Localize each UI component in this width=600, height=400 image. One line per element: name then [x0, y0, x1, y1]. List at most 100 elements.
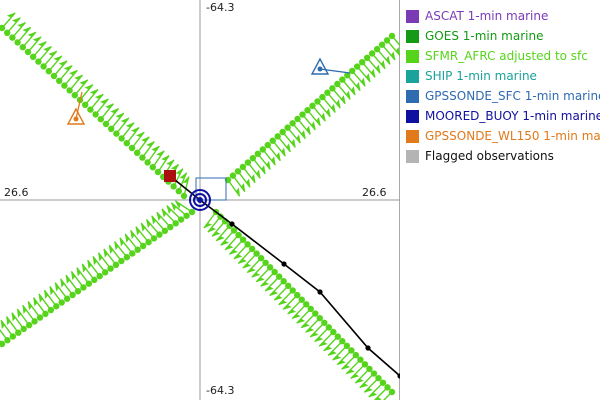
wind-flag	[71, 271, 76, 281]
wind-flag	[256, 277, 265, 283]
observation-point	[239, 163, 247, 171]
wind-flag	[0, 320, 5, 329]
observation-point	[383, 37, 391, 44]
observation-point	[19, 44, 26, 51]
observation-point	[80, 284, 87, 291]
observation-point	[71, 92, 79, 99]
wind-flag	[60, 278, 65, 288]
observation-point	[244, 159, 252, 166]
legend-item: MOORED_BUOY 1-min marine	[404, 106, 600, 126]
wind-flag	[114, 241, 119, 251]
legend-swatch	[406, 69, 419, 83]
observation-point	[330, 328, 337, 336]
wind-flag	[74, 74, 83, 81]
wind-flag	[375, 64, 381, 74]
wind-flag	[100, 98, 109, 104]
legend-item: SHIP 1-min marine	[404, 66, 600, 86]
wind-flag	[175, 168, 184, 175]
observation-point	[294, 291, 301, 299]
wind-flag	[235, 187, 240, 197]
observation-point	[357, 356, 364, 363]
observation-point	[45, 68, 52, 75]
observation-point	[87, 106, 94, 113]
wind-flag	[92, 256, 98, 266]
observation-point	[183, 212, 190, 219]
observation-point	[378, 41, 386, 48]
wind-flag	[266, 160, 271, 170]
observation-point	[188, 208, 196, 216]
wind-flag	[115, 112, 124, 119]
wind-flag	[146, 219, 151, 228]
legend-item: GOES 1-min marine	[404, 26, 600, 46]
observation-point	[42, 310, 49, 318]
gpssonde-sfc-marker	[310, 57, 330, 75]
wind-flag	[256, 169, 261, 179]
observation-point	[368, 50, 376, 57]
observation-point	[145, 238, 152, 246]
observation-point	[352, 351, 360, 359]
wind-flag	[79, 79, 88, 85]
wind-barb	[383, 391, 393, 400]
wind-flag	[22, 305, 27, 314]
wind-flag	[146, 141, 155, 147]
legend-swatch	[406, 129, 419, 143]
observation-point	[312, 310, 319, 317]
observation-point	[361, 361, 369, 368]
legend-label: SFMR_AFRC adjusted to sfc	[425, 49, 588, 63]
wind-flag	[65, 275, 70, 284]
wind-flag	[251, 174, 256, 183]
wind-flag	[278, 300, 288, 306]
wind-flag	[233, 254, 243, 260]
observation-point	[289, 287, 296, 294]
wind-flag	[287, 309, 297, 315]
wind-flag	[119, 237, 124, 247]
observation-point	[154, 168, 162, 176]
observation-point	[0, 340, 6, 348]
legend-label: MOORED_BUOY 1-min marine	[425, 109, 600, 123]
wind-flag	[296, 318, 306, 324]
observation-point	[36, 314, 44, 321]
wind-flag	[380, 60, 386, 69]
wind-flag	[281, 147, 286, 157]
wind-flag	[12, 17, 21, 23]
observation-point	[15, 329, 22, 336]
wind-flag	[27, 31, 37, 37]
moored-buoy-center	[197, 197, 203, 203]
observation-point	[289, 120, 296, 127]
legend-item: GPSSONDE_SFC 1-min marine	[404, 86, 600, 106]
wind-flag	[251, 272, 261, 278]
observation-point	[266, 264, 274, 271]
gpssonde-sfc-barb	[319, 68, 351, 74]
observation-point	[388, 32, 396, 40]
wind-flag	[360, 77, 366, 87]
observation-point	[259, 146, 266, 153]
wind-flag	[81, 263, 87, 273]
wind-flag	[301, 130, 306, 139]
legend-swatch	[406, 9, 419, 23]
wind-flag	[337, 360, 346, 365]
wind-flag	[32, 36, 42, 42]
observation-point	[271, 268, 278, 276]
observation-point	[384, 384, 391, 391]
wind-flag	[17, 308, 22, 318]
observation-point	[156, 231, 163, 238]
wind-flag	[220, 240, 230, 246]
observation-point	[177, 216, 185, 223]
wind-flag	[306, 125, 311, 135]
observation-point	[118, 135, 125, 142]
legend-swatch	[406, 89, 419, 103]
observation-point	[170, 183, 177, 190]
observation-point	[275, 273, 283, 280]
wind-flag	[229, 249, 238, 255]
observation-point	[319, 93, 326, 101]
wind-flag	[286, 143, 291, 153]
wind-flag	[224, 245, 234, 251]
observation-point	[118, 257, 125, 265]
wind-flag	[370, 68, 376, 78]
wind-barb	[0, 328, 8, 341]
wind-flag	[238, 258, 247, 264]
observation-point	[123, 140, 130, 147]
wind-flag	[332, 355, 342, 361]
observation-point	[92, 111, 99, 118]
storm-track-point	[317, 289, 323, 295]
